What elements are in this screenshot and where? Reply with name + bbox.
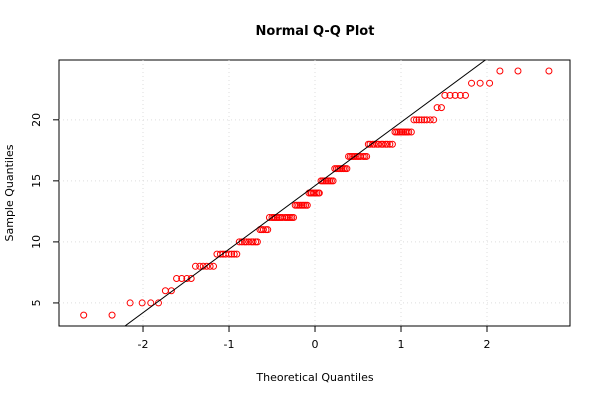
point [167, 287, 175, 295]
point [108, 311, 116, 319]
x-tick-label: -1 [224, 338, 235, 351]
x-tick-label: 1 [398, 338, 405, 351]
point [126, 299, 134, 307]
point [496, 67, 504, 75]
point [407, 128, 415, 136]
point [242, 238, 250, 246]
y-tick-label: 5 [30, 299, 43, 306]
point [437, 104, 445, 112]
point [259, 226, 267, 234]
y-tick-label: 15 [30, 174, 43, 188]
point [196, 262, 204, 270]
point [545, 67, 553, 75]
x-tick-label: 0 [312, 338, 319, 351]
point [375, 140, 383, 148]
plot-frame [58, 59, 571, 327]
point [264, 226, 272, 234]
point [456, 91, 464, 99]
point [412, 116, 420, 124]
point [423, 116, 431, 124]
point [249, 238, 257, 246]
point [228, 250, 236, 258]
point [514, 67, 522, 75]
x-tick-label: -2 [138, 338, 149, 351]
point [303, 201, 311, 209]
point [147, 299, 155, 307]
point [430, 116, 438, 124]
point [216, 250, 224, 258]
point [80, 311, 88, 319]
point [191, 262, 199, 270]
point [203, 262, 211, 270]
point [138, 299, 146, 307]
point [187, 275, 195, 283]
point [366, 140, 374, 148]
x-axis-label: Theoretical Quantiles [255, 371, 373, 384]
point [410, 116, 418, 124]
point [446, 91, 454, 99]
point [173, 275, 181, 283]
point [253, 238, 261, 246]
point [388, 140, 396, 148]
point [486, 79, 494, 87]
point [379, 140, 387, 148]
point [210, 262, 218, 270]
point [405, 128, 413, 136]
point [415, 116, 423, 124]
point [245, 238, 253, 246]
point [462, 91, 470, 99]
point [225, 250, 233, 258]
point [386, 140, 394, 148]
chart-title: Normal Q-Q Plot [256, 24, 375, 39]
point [451, 91, 459, 99]
y-axis-label: Sample Quantiles [3, 144, 16, 241]
point [235, 238, 243, 246]
point [161, 287, 169, 295]
point [329, 177, 337, 185]
point [468, 79, 476, 87]
point [441, 91, 449, 99]
point [315, 189, 323, 197]
point [426, 116, 434, 124]
point [178, 275, 186, 283]
point [230, 250, 238, 258]
point [290, 213, 298, 221]
y-tick-label: 20 [30, 113, 43, 127]
point [383, 140, 391, 148]
point [343, 165, 351, 173]
x-tick-label: 2 [484, 338, 491, 351]
y-tick-label: 10 [30, 235, 43, 249]
point [433, 104, 441, 112]
point [233, 250, 241, 258]
reference-line [124, 60, 487, 326]
point [363, 152, 371, 160]
point [418, 116, 426, 124]
point [476, 79, 484, 87]
